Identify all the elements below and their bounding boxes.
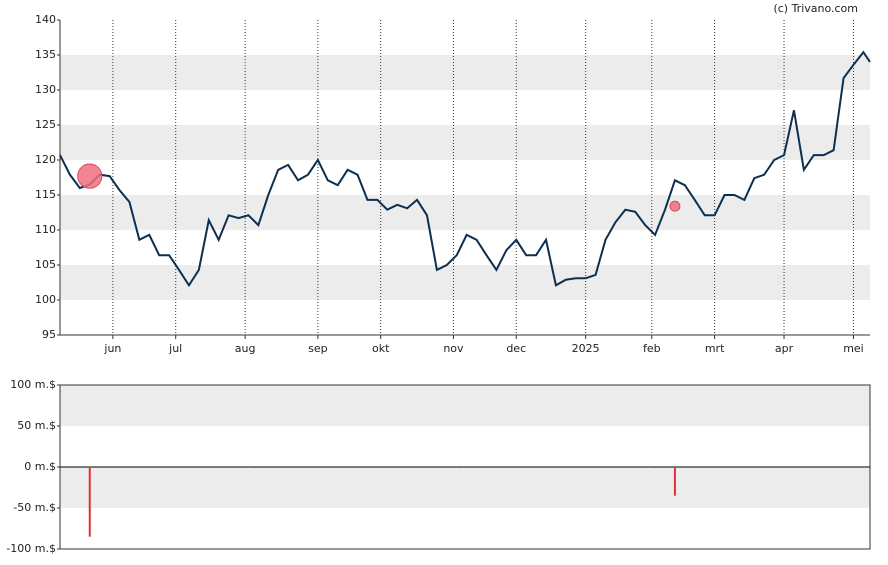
band bbox=[60, 55, 870, 90]
x-tick-label: sep bbox=[308, 342, 327, 355]
bar bbox=[654, 467, 657, 468]
y-tick-label: 125 bbox=[35, 118, 56, 131]
band bbox=[60, 125, 870, 160]
y-tick-label: -100 m.$ bbox=[6, 542, 56, 555]
bar bbox=[673, 467, 676, 496]
y-tick-label: 140 bbox=[35, 13, 56, 26]
x-tick-label: dec bbox=[506, 342, 526, 355]
y-tick-label: 115 bbox=[35, 188, 56, 201]
x-tick-label: mei bbox=[843, 342, 864, 355]
bar bbox=[459, 467, 462, 468]
x-tick-label: mrt bbox=[705, 342, 725, 355]
x-tick-label: aug bbox=[235, 342, 256, 355]
x-tick-label: jul bbox=[168, 342, 182, 355]
y-tick-label: 110 bbox=[35, 223, 56, 236]
credit: (c) Trivano.com bbox=[773, 2, 858, 15]
y-tick-label: 100 bbox=[35, 293, 56, 306]
band bbox=[60, 265, 870, 300]
band bbox=[60, 467, 870, 508]
trade-marker bbox=[77, 163, 103, 189]
x-tick-label: feb bbox=[643, 342, 661, 355]
y-tick-label: 105 bbox=[35, 258, 56, 271]
x-tick-label: nov bbox=[443, 342, 464, 355]
bar bbox=[316, 467, 319, 468]
y-tick-label: 95 bbox=[42, 328, 56, 341]
x-tick-label: 2025 bbox=[572, 342, 600, 355]
y-tick-label: 120 bbox=[35, 153, 56, 166]
x-tick-label: jun bbox=[103, 342, 121, 355]
bar bbox=[88, 467, 91, 537]
x-tick-label: apr bbox=[775, 342, 794, 355]
band bbox=[60, 385, 870, 426]
trade-marker bbox=[669, 200, 681, 212]
price-line bbox=[59, 50, 871, 288]
y-tick-label: 130 bbox=[35, 83, 56, 96]
y-tick-label: 0 m.$ bbox=[24, 460, 56, 473]
y-tick-label: 100 m.$ bbox=[10, 378, 56, 391]
y-tick-label: 50 m.$ bbox=[17, 419, 56, 432]
bar bbox=[254, 467, 257, 468]
y-tick-label: -50 m.$ bbox=[13, 501, 56, 514]
band bbox=[60, 195, 870, 230]
y-tick-label: 135 bbox=[35, 48, 56, 61]
x-tick-label: okt bbox=[372, 342, 390, 355]
